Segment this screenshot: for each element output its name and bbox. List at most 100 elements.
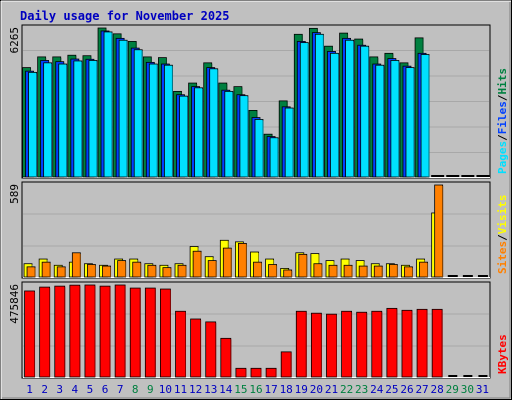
bar-sites-day-28 xyxy=(434,184,444,278)
bar-pages-day-19 xyxy=(299,42,309,178)
legend-pages: Pages xyxy=(496,141,509,174)
bar-pages-day-6 xyxy=(103,31,113,178)
bar-pages-day-7 xyxy=(118,39,128,178)
bar-kbytes-day-27 xyxy=(416,308,428,378)
bar-kbytes-day-9 xyxy=(144,287,156,378)
bar-sites-day-1 xyxy=(26,266,36,278)
day-label-26: 26 xyxy=(400,383,413,396)
kbytes-ymax-label: 475846 xyxy=(8,284,21,324)
bar-kbytes-day-18 xyxy=(280,351,292,378)
bar-pages-day-3 xyxy=(58,63,68,178)
bar-pages-day-1 xyxy=(28,71,37,178)
bar-kbytes-day-17 xyxy=(265,367,277,378)
bar-kbytes-day-3 xyxy=(54,285,66,378)
day-label-31: 31 xyxy=(476,383,489,396)
day-label-13: 13 xyxy=(204,383,217,396)
bar-pages-day-23 xyxy=(360,45,370,178)
bar-kbytes-day-6 xyxy=(99,285,111,378)
day-label-14: 14 xyxy=(219,383,233,396)
bar-kbytes-day-24 xyxy=(371,310,383,378)
visits-sites-ymax-label: 589 xyxy=(8,184,21,204)
day-label-11: 11 xyxy=(174,383,187,396)
day-label-9: 9 xyxy=(147,383,154,396)
bar-kbytes-day-2 xyxy=(39,286,51,378)
bar-pages-day-5 xyxy=(88,60,98,178)
day-label-23: 23 xyxy=(355,383,368,396)
bar-pages-day-18 xyxy=(284,107,294,178)
bar-pages-day-17 xyxy=(269,137,279,178)
day-label-18: 18 xyxy=(280,383,293,396)
bar-kbytes-day-11 xyxy=(175,310,186,378)
bar-sites-day-3 xyxy=(56,266,66,278)
day-label-10: 10 xyxy=(159,383,172,396)
bar-sites-day-15 xyxy=(238,243,247,278)
chart-title: Daily usage for November 2025 xyxy=(20,9,230,23)
bar-pages-day-25 xyxy=(390,60,400,178)
bar-sites-day-6 xyxy=(102,265,111,278)
bar-pages-day-27 xyxy=(420,54,430,178)
day-label-28: 28 xyxy=(431,383,444,396)
bar-sites-day-19 xyxy=(298,253,308,278)
day-label-3: 3 xyxy=(56,383,63,396)
bar-pages-day-10 xyxy=(164,64,173,178)
bar-kbytes-day-13 xyxy=(205,321,217,378)
visits-sites-legend: Sites/Visits xyxy=(496,195,509,275)
day-label-21: 21 xyxy=(325,383,338,396)
day-label-20: 20 xyxy=(310,383,323,396)
day-label-12: 12 xyxy=(189,383,202,396)
bar-kbytes-day-20 xyxy=(310,312,322,378)
bar-pages-day-15 xyxy=(239,95,249,178)
day-label-24: 24 xyxy=(370,383,384,396)
bar-sites-day-10 xyxy=(162,267,172,278)
bar-kbytes-day-19 xyxy=(295,310,307,378)
bar-sites-day-2 xyxy=(41,261,51,278)
bar-kbytes-day-10 xyxy=(160,288,171,378)
day-label-17: 17 xyxy=(264,383,277,396)
bar-pages-day-22 xyxy=(345,39,354,178)
bar-sites-day-25 xyxy=(388,264,398,278)
day-label-5: 5 xyxy=(87,383,94,396)
bar-kbytes-day-14 xyxy=(220,337,232,378)
bar-pages-day-13 xyxy=(209,68,219,178)
day-label-19: 19 xyxy=(295,383,308,396)
day-label-15: 15 xyxy=(234,383,247,396)
bar-sites-day-5 xyxy=(87,264,96,278)
bar-sites-day-11 xyxy=(177,264,187,278)
day-label-27: 27 xyxy=(415,383,428,396)
bar-sites-day-8 xyxy=(132,261,142,278)
bar-sites-day-13 xyxy=(207,260,217,278)
bar-sites-day-7 xyxy=(117,260,127,278)
bar-kbytes-day-5 xyxy=(84,284,96,378)
bar-sites-day-9 xyxy=(147,264,157,278)
bar-pages-day-21 xyxy=(330,52,339,178)
bar-kbytes-day-7 xyxy=(114,284,126,378)
bar-pages-day-11 xyxy=(179,95,188,178)
day-label-16: 16 xyxy=(249,383,262,396)
bar-sites-day-18 xyxy=(283,269,293,278)
legend-kbytes: KBytes xyxy=(496,334,509,374)
bar-sites-day-22 xyxy=(343,264,353,278)
legend-separator: / xyxy=(496,234,509,241)
bar-pages-day-9 xyxy=(148,63,158,178)
bar-kbytes-day-26 xyxy=(401,309,413,378)
legend-visits: Visits xyxy=(496,195,509,235)
bar-sites-day-4 xyxy=(71,252,81,278)
bar-sites-day-26 xyxy=(404,266,413,278)
bar-sites-day-17 xyxy=(268,264,277,278)
day-label-7: 7 xyxy=(117,383,124,396)
day-label-2: 2 xyxy=(41,383,48,396)
bar-kbytes-day-23 xyxy=(356,311,368,378)
bar-sites-day-21 xyxy=(328,264,338,278)
hits-files-pages-ymax-label: 6265 xyxy=(8,27,21,54)
legend-sites: Sites xyxy=(496,241,509,274)
bar-sites-day-12 xyxy=(192,250,202,278)
bar-pages-day-12 xyxy=(194,87,204,178)
kbytes-legend: KBytes xyxy=(496,334,509,374)
bar-kbytes-day-21 xyxy=(326,313,337,378)
legend-files: Files xyxy=(496,101,509,134)
bar-kbytes-day-25 xyxy=(386,307,398,378)
bar-kbytes-day-15 xyxy=(235,367,247,378)
legend-separator: / xyxy=(496,134,509,141)
